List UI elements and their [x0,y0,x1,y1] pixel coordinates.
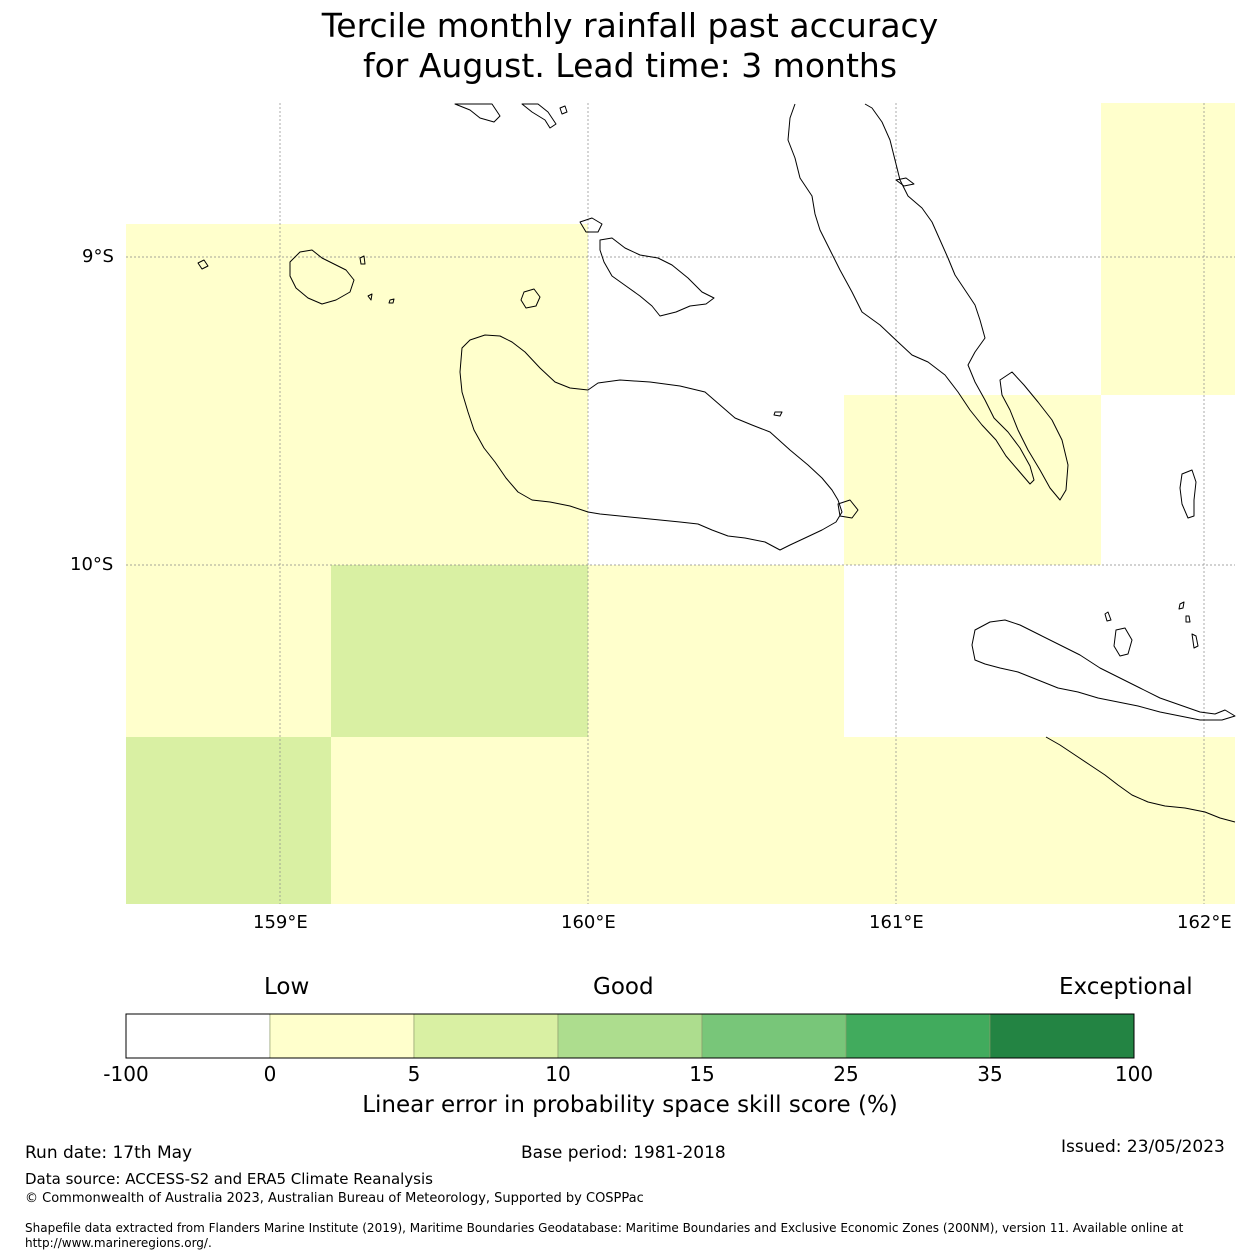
colorbar-outline [125,1013,1135,1059]
island-maramasike [999,371,1069,501]
island-nggela [599,237,715,317]
copyright: © Commonwealth of Australia 2023, Austra… [25,1191,644,1206]
colorbar [125,1013,1135,1059]
colorbar-tick: -100 [103,1062,149,1086]
island-small [1191,633,1199,649]
grid-cell [1101,103,1235,395]
lon-label-162e: 162°E [1177,912,1232,933]
island-small [367,293,373,301]
colorbar-swatch [269,1013,415,1059]
coastlines [197,103,1236,823]
island-small [579,217,603,233]
island-small [1104,611,1112,622]
colorbar-word-low: Low [264,974,310,1000]
grid-cell [588,565,844,737]
colorbar-label: Linear error in probability space skill … [362,1092,898,1118]
island-small [895,177,915,187]
lon-label-160e: 160°E [561,912,616,933]
island-savo [520,288,541,309]
grid-cell [331,565,588,737]
island-small [559,105,568,115]
colorbar-tick: 35 [977,1062,1003,1086]
island-small [197,259,209,270]
shapefile-credit: Shapefile data extracted from Flanders M… [25,1221,1184,1250]
run-date: Run date: 17th May [25,1143,193,1163]
gridlines [126,103,1235,904]
island-small [773,411,783,417]
chart-title: Tercile monthly rainfall past accuracy f… [0,6,1260,86]
colorbar-word-good: Good [593,974,654,1000]
island-small [837,499,859,519]
coast-rennell [1045,736,1236,823]
colorbar-swatch [413,1013,559,1059]
colorbar-swatch [989,1013,1135,1059]
colorbar-tick: 100 [1114,1062,1154,1086]
island-small [1185,615,1191,623]
colorbar-tick: 25 [833,1062,859,1086]
island-small [388,298,395,304]
colorbar-tick: 0 [263,1062,277,1086]
colorbar-swatch [557,1013,703,1059]
grid-cell [844,395,1101,565]
grid-cell [126,565,331,737]
lat-label-10s: 10°S [70,554,114,575]
title-line-2: for August. Lead time: 3 months [362,46,898,85]
island-makira [971,619,1236,721]
island-guadalcanal [459,334,843,551]
issued-date: Issued: 23/05/2023 [1061,1137,1225,1157]
colorbar-tick: 15 [689,1062,715,1086]
island-small [454,103,501,123]
grid-cell [331,737,1235,904]
title-line-1: Tercile monthly rainfall past accuracy [321,6,939,45]
colorbar-tick: 5 [407,1062,421,1086]
island-small [359,255,366,265]
grid-cell [126,224,588,565]
island-small [1113,627,1133,657]
colorbar-word-exceptional: Exceptional [1059,974,1193,1000]
lon-label-159e: 159°E [253,912,308,933]
island-russell [289,249,355,305]
lat-label-9s: 9°S [82,246,114,267]
colorbar-swatch [701,1013,847,1059]
lon-label-161e: 161°E [869,912,924,933]
island-small [1178,601,1185,610]
grid-cell [126,737,331,904]
data-source: Data source: ACCESS-S2 and ERA5 Climate … [25,1170,433,1188]
island-small [521,103,557,129]
map-canvas [126,103,1236,904]
skill-grid [126,103,1235,904]
colorbar-swatch [845,1013,991,1059]
base-period: Base period: 1981-2018 [521,1143,726,1163]
island-ulawa [1179,469,1197,519]
colorbar-tick: 10 [545,1062,571,1086]
island-malaita [787,103,1035,485]
colorbar-swatch [125,1013,271,1059]
